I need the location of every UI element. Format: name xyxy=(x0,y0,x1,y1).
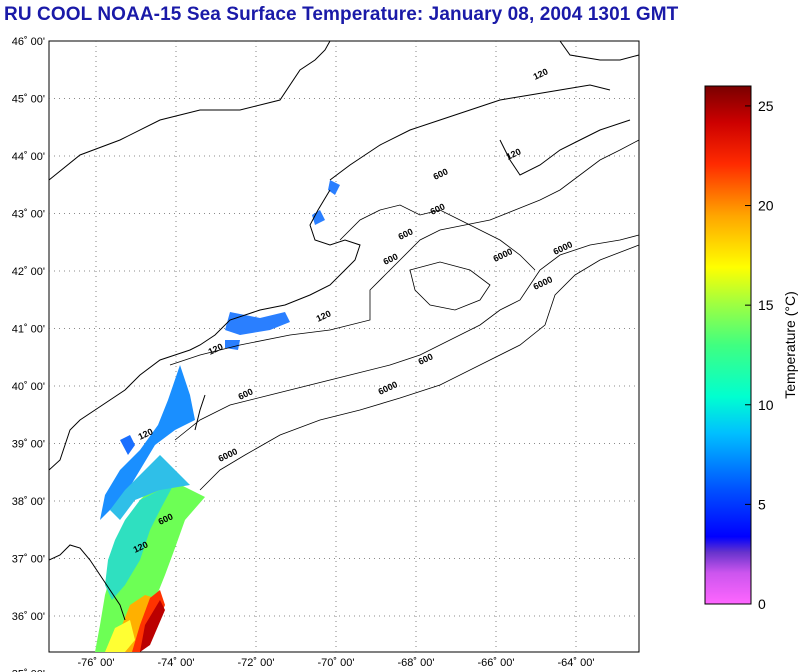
latitude-label: 41˚ 00' xyxy=(12,324,45,336)
colorbar: 25 20 15 10 5 0 Temperature (°C) xyxy=(704,85,798,612)
longitude-label: -70˚ 00' xyxy=(318,657,355,669)
colorbar-label: Temperature (°C) xyxy=(782,291,798,399)
latitude-label: 45˚ 00' xyxy=(12,94,45,106)
colorbar-gradient xyxy=(704,85,752,605)
latitude-label: 42˚ 00' xyxy=(12,266,45,278)
latitude-label: 35˚ 00' xyxy=(12,669,45,672)
latitude-label: 38˚ 00' xyxy=(12,496,45,508)
colorbar-tick-label: 10 xyxy=(758,397,774,413)
latitude-label: 44˚ 00' xyxy=(12,151,45,163)
latitude-label: 36˚ 00' xyxy=(12,611,45,623)
latitude-label: 43˚ 00' xyxy=(12,209,45,221)
colorbar-tick-label: 0 xyxy=(758,596,766,612)
map-title: RU COOL NOAA-15 Sea Surface Temperature:… xyxy=(4,4,679,25)
colorbar-tick-label: 20 xyxy=(758,198,774,214)
grid-lines xyxy=(49,41,639,652)
colorbar-tick-label: 25 xyxy=(758,98,774,114)
longitude-label: -72˚ 00' xyxy=(238,657,275,669)
longitude-label: -76˚ 00' xyxy=(78,657,115,669)
latitude-label: 40˚ 00' xyxy=(12,381,45,393)
colorbar-tick-label: 15 xyxy=(758,297,774,313)
longitude-label: -66˚ 00' xyxy=(478,657,515,669)
latitude-label: 37˚ 00' xyxy=(12,554,45,566)
latitude-label: 46˚ 00' xyxy=(12,36,45,48)
sst-swath xyxy=(95,180,340,652)
colorbar-tick-label: 5 xyxy=(758,496,766,512)
bathymetry-contours xyxy=(169,139,639,491)
latitude-label: 39˚ 00' xyxy=(12,439,45,451)
longitude-label: -74˚ 00' xyxy=(158,657,195,669)
longitude-label: -68˚ 00' xyxy=(398,657,435,669)
longitude-label: -64˚ 00' xyxy=(558,657,595,669)
coastline xyxy=(49,41,639,621)
